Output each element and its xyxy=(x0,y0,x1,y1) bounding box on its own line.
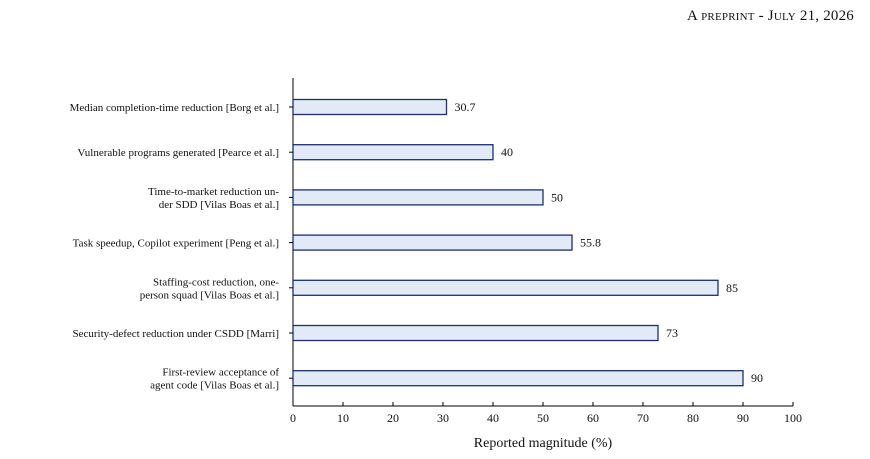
bar xyxy=(292,279,719,296)
bar xyxy=(292,98,448,116)
header-initial-a: A xyxy=(686,8,698,24)
x-tick-label: 40 xyxy=(487,411,499,425)
header-month-rest: uly xyxy=(773,11,796,23)
bar xyxy=(292,324,659,342)
category-label: Vulnerable programs generated [Pearce et… xyxy=(77,147,279,159)
header-initial-j: J xyxy=(767,8,774,24)
header-preprint: preprint xyxy=(701,11,755,23)
header-date: 21, 2026 xyxy=(799,8,854,24)
x-tick-label: 10 xyxy=(337,411,349,425)
category-label: Task speedup, Copilot experiment [Peng e… xyxy=(73,238,279,250)
x-tick-label: 60 xyxy=(587,411,599,425)
bar-value-label: 90 xyxy=(751,371,763,385)
category-label: First-review acceptance of xyxy=(162,367,279,379)
x-tick-label: 80 xyxy=(687,411,699,425)
bar-value-label: 30.7 xyxy=(455,100,476,114)
x-tick-label: 20 xyxy=(387,411,399,425)
x-tick-label: 0 xyxy=(290,411,296,425)
x-tick-label: 30 xyxy=(437,411,449,425)
category-label: Median completion-time reduction [Borg e… xyxy=(70,102,279,114)
bar xyxy=(292,370,744,387)
bar xyxy=(292,189,544,206)
bar-value-label: 50 xyxy=(551,190,563,204)
category-label: Staffing-cost reduction, one- xyxy=(153,276,279,288)
bar-value-label: 73 xyxy=(666,326,678,340)
category-label: agent code [Vilas Boas et al.] xyxy=(150,380,279,392)
header-separator: - xyxy=(754,8,768,24)
x-tick-label: 50 xyxy=(537,411,549,425)
x-tick-label: 100 xyxy=(784,411,802,425)
category-label: person squad [Vilas Boas et al.] xyxy=(140,289,279,301)
category-label: Time-to-market reduction un- xyxy=(148,186,279,198)
bar-value-label: 55.8 xyxy=(580,236,601,250)
x-axis-title: Reported magnitude (%) xyxy=(474,436,613,451)
x-tick-label: 70 xyxy=(637,411,649,425)
bar-value-label: 85 xyxy=(726,281,738,295)
page-header: A preprint - July 21, 2026 xyxy=(687,8,854,25)
bar xyxy=(292,234,573,251)
bar xyxy=(292,144,494,161)
category-label: der SDD [Vilas Boas et al.] xyxy=(159,199,279,211)
bar-value-label: 40 xyxy=(501,145,513,159)
category-label: Security-defect reduction under CSDD [Ma… xyxy=(73,328,280,340)
x-tick-label: 90 xyxy=(737,411,749,425)
